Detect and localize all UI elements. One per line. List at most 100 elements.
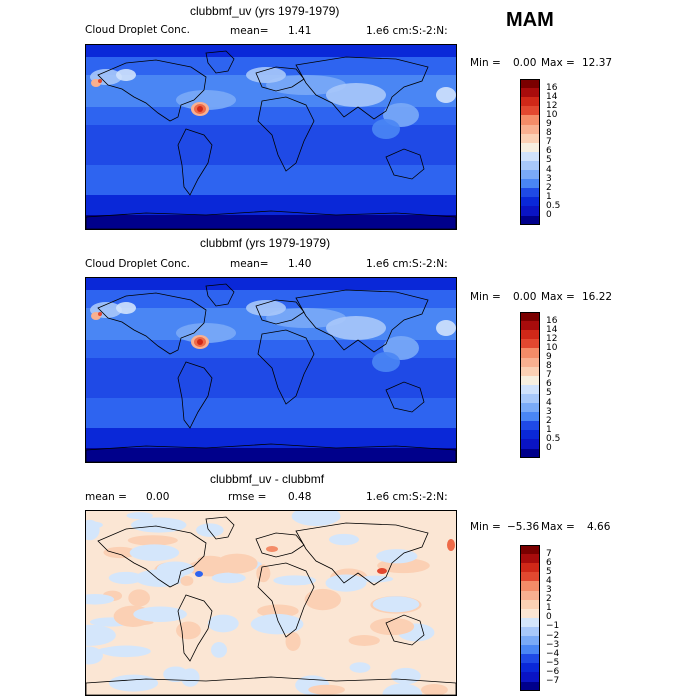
- colorbar-cell: [520, 206, 540, 216]
- colorbar-cell: [520, 384, 540, 395]
- colorbar-cell: [520, 554, 540, 564]
- panel2-max-value: 16.22: [582, 291, 613, 303]
- colorbar-tick-label: −7: [546, 676, 560, 686]
- colorbar-cell: [520, 179, 540, 189]
- colorbar-tick-label: 9: [546, 352, 552, 362]
- map-field: [86, 278, 456, 462]
- colorbar-cell: [520, 393, 540, 404]
- colorbar-cell: [520, 151, 540, 162]
- colorbar-tick-label: 2: [546, 594, 552, 605]
- panel1-max-label: Max =: [541, 57, 575, 69]
- colorbar-cell: [520, 115, 540, 125]
- colorbar-tick-label: 4: [546, 575, 552, 586]
- colorbar-tick-label: 16: [546, 315, 558, 326]
- panel1-mean-value: 1.41: [288, 25, 312, 37]
- colorbar-cell: [520, 88, 540, 98]
- panel3-map: [85, 510, 457, 696]
- colorbar-cell: [520, 412, 540, 422]
- colorbar-tick-label: 14: [546, 91, 558, 102]
- colorbar-cell: [520, 357, 540, 368]
- panel3-mean-value: 0.00: [146, 491, 170, 503]
- colorbar-cell: [520, 312, 540, 322]
- colorbar-tick-label: 6: [546, 146, 552, 157]
- colorbar-cell: [520, 79, 540, 89]
- map-field: [86, 45, 456, 229]
- panel3-max-value: 4.66: [587, 521, 611, 533]
- map-field: [86, 511, 456, 695]
- panel3-rmse-label: rmse =: [228, 491, 267, 503]
- panel2-min-value: 0.00: [513, 291, 537, 303]
- colorbar-cell: [520, 626, 540, 637]
- colorbar-tick-label: 5: [546, 155, 552, 166]
- colorbar-tick-label: 6: [546, 379, 552, 390]
- panel2-map: [85, 277, 457, 463]
- panel2-units: 1.e6 cm:S:-2:N:: [366, 258, 448, 270]
- panel1-colorbar: 16 14 12 10 9 8 7 6 5 4 3 2 1 0.5 0: [520, 79, 580, 226]
- colorbar-cell: [520, 563, 540, 573]
- panel2-mean-value: 1.40: [288, 258, 312, 270]
- colorbar-cell: [520, 617, 540, 628]
- colorbar-tick-label: 3: [546, 406, 552, 417]
- colorbar-cell: [520, 608, 540, 619]
- colorbar-cell: [520, 672, 540, 682]
- panel2-variable-label: Cloud Droplet Conc.: [85, 258, 190, 270]
- colorbar-cell: [520, 681, 540, 692]
- colorbar-tick-label: 4: [546, 164, 552, 175]
- colorbar-tick-label: 6: [546, 557, 552, 568]
- colorbar-cell: [520, 448, 540, 459]
- colorbar-tick-label: 12: [546, 333, 558, 344]
- panel1-variable-label: Cloud Droplet Conc.: [85, 24, 190, 36]
- panel3-title: clubbmf_uv - clubbmf: [210, 472, 325, 486]
- colorbar-tick-label: 10: [546, 342, 558, 353]
- colorbar-tick-label: 9: [546, 119, 552, 129]
- colorbar-tick-label: −2: [546, 630, 560, 641]
- colorbar-tick-label: −5: [546, 657, 560, 668]
- colorbar-tick-label: 3: [546, 173, 552, 184]
- panel3-mean-label: mean =: [85, 491, 127, 503]
- colorbar-cell: [520, 215, 540, 226]
- colorbar-cell: [520, 545, 540, 555]
- colorbar-cell: [520, 439, 540, 449]
- colorbar-tick-label: 5: [546, 388, 552, 399]
- colorbar-cell: [520, 430, 540, 440]
- colorbar-tick-label: 5: [546, 566, 552, 577]
- colorbar-tick-label: 8: [546, 361, 552, 372]
- colorbar-cell: [520, 375, 540, 386]
- colorbar-tick-label: 7: [546, 370, 552, 381]
- colorbar-tick-label: −6: [546, 666, 560, 677]
- colorbar-tick-label: 0: [546, 612, 552, 623]
- colorbar-cell: [520, 133, 540, 144]
- panel1-mean-label: mean=: [230, 25, 269, 37]
- colorbar-cell: [520, 654, 540, 664]
- colorbar-tick-label: 16: [546, 82, 558, 93]
- panel1-map: [85, 44, 457, 230]
- colorbar-tick-label: 1: [546, 603, 552, 614]
- colorbar-cell: [520, 170, 540, 180]
- panel3-max-label: Max =: [541, 521, 575, 533]
- panel1-min-value: 0.00: [513, 57, 537, 69]
- panel3-units: 1.e6 cm:S:-2:N:: [366, 491, 448, 503]
- colorbar-cell: [520, 645, 540, 655]
- colorbar-cell: [520, 124, 540, 135]
- colorbar-tick-label: 0.5: [546, 433, 561, 444]
- colorbar-tick-label: −3: [546, 639, 560, 650]
- colorbar-cell: [520, 348, 540, 358]
- colorbar-cell: [520, 197, 540, 207]
- colorbar-tick-label: 0: [546, 210, 552, 220]
- panel1-title: clubbmf_uv (yrs 1979-1979): [190, 4, 340, 18]
- colorbar-cell: [520, 581, 540, 591]
- panel2-mean-label: mean=: [230, 258, 269, 270]
- panel2-min-label: Min =: [470, 291, 501, 303]
- colorbar-tick-label: −4: [546, 648, 560, 659]
- colorbar-cell: [520, 599, 540, 610]
- colorbar-cell: [520, 572, 540, 582]
- colorbar-tick-label: 1: [546, 424, 552, 435]
- colorbar-tick-label: 2: [546, 182, 552, 193]
- colorbar-tick-label: 0: [546, 443, 552, 453]
- colorbar-cell: [520, 97, 540, 107]
- colorbar-cell: [520, 106, 540, 116]
- panel1-max-value: 12.37: [582, 57, 613, 69]
- colorbar-tick-label: 2: [546, 415, 552, 426]
- panel2-title: clubbmf (yrs 1979-1979): [200, 236, 331, 250]
- season-label: MAM: [506, 9, 554, 31]
